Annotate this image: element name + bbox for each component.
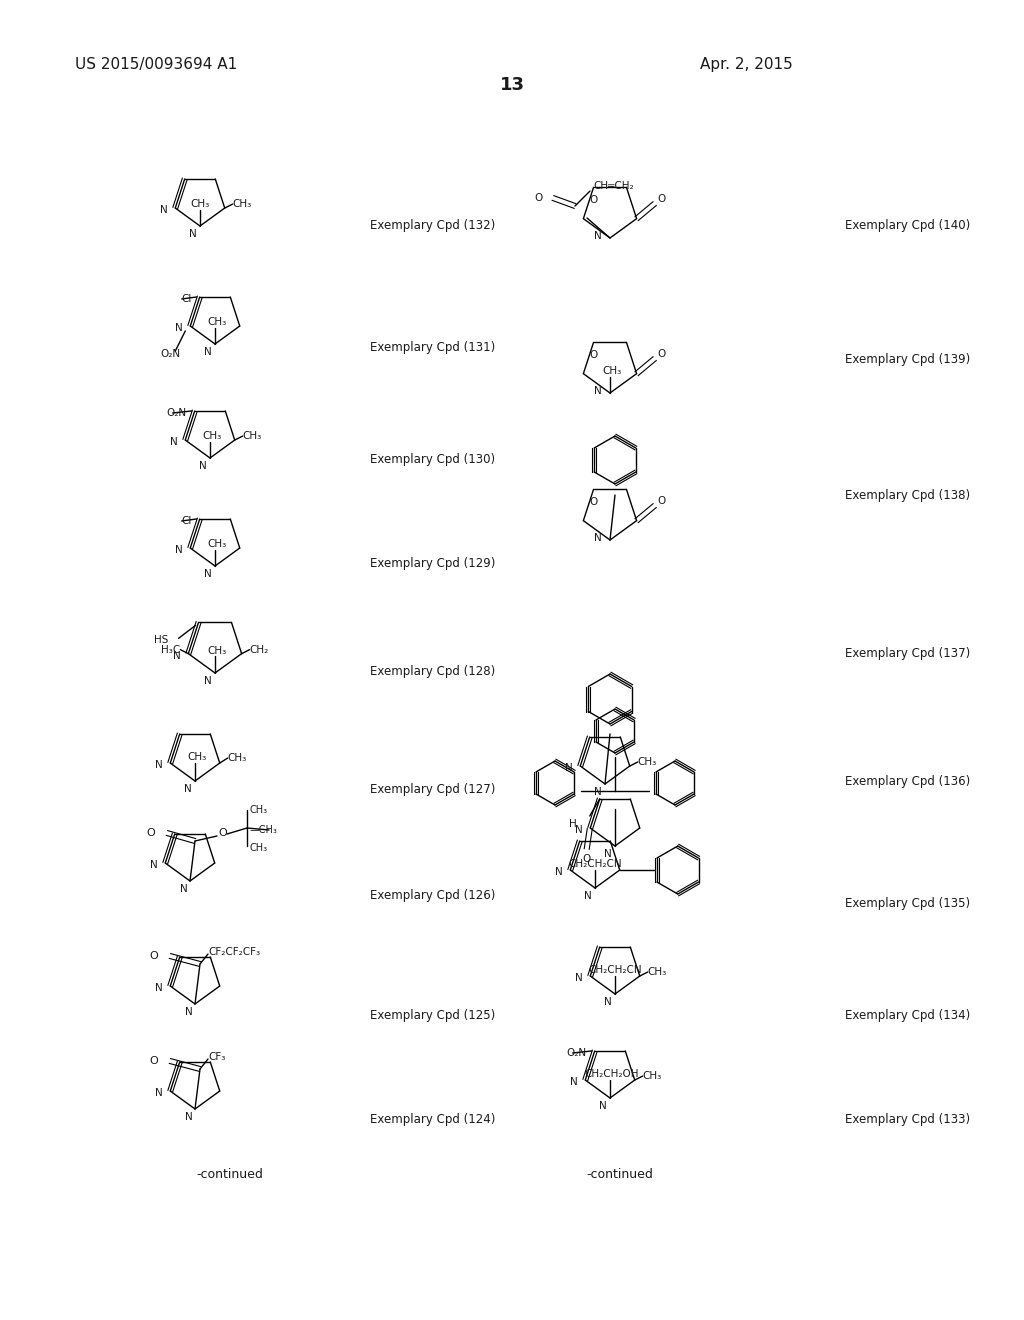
Text: CH═CH₂: CH═CH₂: [593, 181, 634, 191]
Text: CH₂: CH₂: [250, 644, 269, 655]
Text: N: N: [594, 385, 602, 396]
Text: N: N: [184, 784, 193, 795]
Text: -continued: -continued: [587, 1168, 653, 1181]
Text: 13: 13: [500, 77, 524, 94]
Text: N: N: [170, 437, 177, 447]
Text: O: O: [657, 194, 666, 203]
Text: Exemplary Cpd (131): Exemplary Cpd (131): [370, 342, 496, 355]
Text: CH₃: CH₃: [190, 199, 210, 209]
Text: H₃C: H₃C: [161, 644, 180, 655]
Text: CH₃: CH₃: [250, 843, 268, 853]
Text: O₂N: O₂N: [167, 408, 186, 418]
Text: O: O: [150, 950, 158, 961]
Text: Exemplary Cpd (140): Exemplary Cpd (140): [845, 219, 971, 231]
Text: CH₃: CH₃: [208, 317, 226, 327]
Text: O: O: [535, 193, 543, 203]
Text: N: N: [150, 861, 158, 870]
Text: CH₃: CH₃: [232, 199, 252, 209]
Text: N: N: [185, 1007, 193, 1016]
Text: Exemplary Cpd (125): Exemplary Cpd (125): [370, 1008, 496, 1022]
Text: Exemplary Cpd (124): Exemplary Cpd (124): [370, 1114, 496, 1126]
Text: O₂N: O₂N: [160, 348, 180, 359]
Text: N: N: [155, 760, 162, 770]
Text: CF₂CF₂CF₃: CF₂CF₂CF₃: [208, 946, 260, 957]
Text: O: O: [590, 350, 598, 360]
Text: Exemplary Cpd (127): Exemplary Cpd (127): [370, 784, 496, 796]
Text: O: O: [150, 1056, 158, 1067]
Text: N: N: [155, 1088, 162, 1098]
Text: CH₂CH₂CN: CH₂CH₂CN: [588, 965, 642, 975]
Text: N: N: [564, 763, 572, 774]
Text: CH₃: CH₃: [243, 432, 262, 441]
Text: N: N: [574, 825, 583, 836]
Text: O: O: [218, 828, 226, 838]
Text: CH₂CH₂OH: CH₂CH₂OH: [585, 1069, 639, 1078]
Text: Cl: Cl: [181, 516, 191, 525]
Text: N: N: [594, 787, 602, 797]
Text: N: N: [574, 973, 583, 983]
Text: US 2015/0093694 A1: US 2015/0093694 A1: [75, 58, 238, 73]
Text: Exemplary Cpd (137): Exemplary Cpd (137): [845, 647, 971, 660]
Text: N: N: [585, 891, 592, 902]
Text: O: O: [146, 828, 155, 838]
Text: N: N: [594, 231, 602, 242]
Text: O: O: [657, 495, 666, 506]
Text: O: O: [590, 498, 598, 507]
Text: N: N: [204, 347, 212, 356]
Text: Cl: Cl: [181, 294, 191, 304]
Text: N: N: [200, 461, 207, 471]
Text: CH₂CH₂CN: CH₂CH₂CN: [568, 859, 622, 869]
Text: Apr. 2, 2015: Apr. 2, 2015: [700, 58, 793, 73]
Text: N: N: [594, 533, 602, 543]
Text: Exemplary Cpd (139): Exemplary Cpd (139): [845, 354, 971, 367]
Text: N: N: [204, 569, 212, 579]
Text: CH₃: CH₃: [250, 805, 268, 814]
Text: Exemplary Cpd (126): Exemplary Cpd (126): [370, 888, 496, 902]
Text: CH₃: CH₃: [187, 752, 207, 762]
Text: N: N: [604, 849, 612, 859]
Text: N: N: [204, 676, 212, 686]
Text: N: N: [174, 323, 182, 333]
Text: Exemplary Cpd (129): Exemplary Cpd (129): [370, 557, 496, 569]
Text: N: N: [569, 1077, 578, 1088]
Text: O₂N: O₂N: [566, 1048, 587, 1057]
Text: -continued: -continued: [197, 1168, 263, 1181]
Text: Exemplary Cpd (128): Exemplary Cpd (128): [370, 665, 496, 678]
Text: CH₃: CH₃: [208, 645, 226, 656]
Text: H: H: [569, 818, 577, 829]
Text: CH₃: CH₃: [602, 366, 622, 376]
Text: CH₃: CH₃: [227, 752, 247, 763]
Text: CH₃: CH₃: [638, 758, 657, 767]
Text: HS: HS: [155, 635, 169, 645]
Text: N: N: [599, 1101, 607, 1111]
Text: N: N: [173, 651, 180, 660]
Text: Exemplary Cpd (130): Exemplary Cpd (130): [370, 454, 496, 466]
Text: CH₃: CH₃: [648, 968, 667, 977]
Text: N: N: [155, 983, 162, 993]
Text: N: N: [174, 545, 182, 554]
Text: Exemplary Cpd (135): Exemplary Cpd (135): [845, 896, 970, 909]
Text: CF₃: CF₃: [208, 1052, 225, 1063]
Text: Exemplary Cpd (133): Exemplary Cpd (133): [845, 1114, 970, 1126]
Text: —CH₃: —CH₃: [250, 825, 278, 836]
Text: N: N: [180, 884, 188, 894]
Text: O: O: [583, 854, 591, 865]
Text: Exemplary Cpd (134): Exemplary Cpd (134): [845, 1008, 971, 1022]
Text: CH₃: CH₃: [643, 1071, 662, 1081]
Text: N: N: [160, 205, 167, 215]
Text: N: N: [555, 867, 562, 876]
Text: N: N: [185, 1111, 193, 1122]
Text: Exemplary Cpd (136): Exemplary Cpd (136): [845, 776, 971, 788]
Text: CH₃: CH₃: [203, 432, 221, 441]
Text: Exemplary Cpd (132): Exemplary Cpd (132): [370, 219, 496, 231]
Text: Exemplary Cpd (138): Exemplary Cpd (138): [845, 488, 970, 502]
Text: CH₃: CH₃: [208, 539, 226, 549]
Text: N: N: [604, 997, 612, 1007]
Text: N: N: [189, 228, 197, 239]
Text: O: O: [657, 348, 666, 359]
Text: O: O: [590, 195, 598, 206]
